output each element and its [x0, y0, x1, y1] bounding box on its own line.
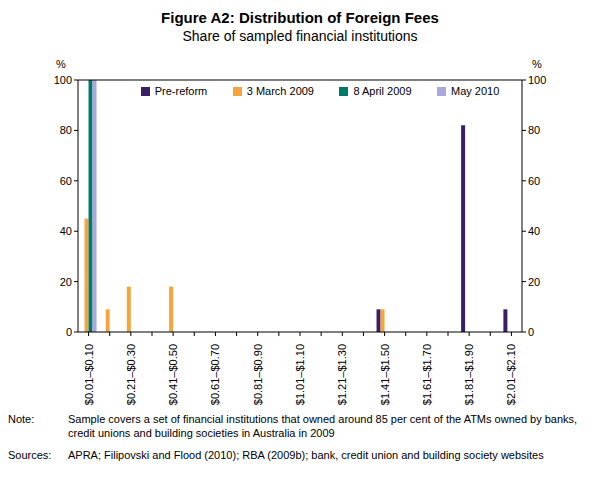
svg-text:$0.61–$0.70: $0.61–$0.70 — [209, 344, 221, 405]
svg-text:100: 100 — [528, 74, 546, 86]
svg-text:$2.01–$2.10: $2.01–$2.10 — [505, 344, 517, 405]
svg-text:80: 80 — [528, 124, 540, 136]
html-text:Pre-reform: Pre-reform — [154, 85, 208, 97]
svg-text:$1.81–$1.90: $1.81–$1.90 — [463, 344, 475, 405]
html-text:3 March 2009: 3 March 2009 — [246, 85, 314, 97]
svg-text:0: 0 — [528, 326, 534, 338]
html-text:May 2010: May 2010 — [451, 85, 500, 97]
svg-text:$1.41–$1.50: $1.41–$1.50 — [379, 344, 391, 405]
svg-text:80: 80 — [60, 124, 72, 136]
svg-text:$0.41–$0.50: $0.41–$0.50 — [167, 344, 179, 405]
html-text:8 April 2009: 8 April 2009 — [353, 85, 412, 97]
svg-text:60: 60 — [60, 175, 72, 187]
html-text:Note:: Note: — [8, 413, 35, 425]
html-text:Sample covers a set of financi: Sample covers a set of financial institu… — [68, 413, 578, 439]
svg-text:20: 20 — [60, 276, 72, 288]
svg-text:$0.21–$0.30: $0.21–$0.30 — [125, 344, 137, 405]
svg-text:$1.21–$1.30: $1.21–$1.30 — [336, 344, 348, 405]
svg-text:20: 20 — [528, 276, 540, 288]
svg-text:$1.01–$1.10: $1.01–$1.10 — [294, 344, 306, 405]
svg-text:$0.01–$0.10: $0.01–$0.10 — [83, 344, 95, 405]
html-text:Share of sampled financial ins: Share of sampled financial institutions — [182, 28, 418, 44]
svg-text:60: 60 — [528, 175, 540, 187]
html-text:APRA; Filipovski and Flood (20: APRA; Filipovski and Flood (2010); RBA (… — [68, 449, 544, 461]
html-text:Figure A2: Distribution of For: Figure A2: Distribution of Foreign Fees — [161, 9, 439, 26]
svg-text:$1.61–$1.70: $1.61–$1.70 — [421, 344, 433, 405]
html-text:Sources:: Sources: — [8, 449, 52, 461]
svg-text:40: 40 — [60, 225, 72, 237]
svg-text:100: 100 — [54, 74, 72, 86]
svg-text:$0.81–$0.90: $0.81–$0.90 — [252, 344, 264, 405]
svg-text:0: 0 — [66, 326, 72, 338]
svg-text:40: 40 — [528, 225, 540, 237]
